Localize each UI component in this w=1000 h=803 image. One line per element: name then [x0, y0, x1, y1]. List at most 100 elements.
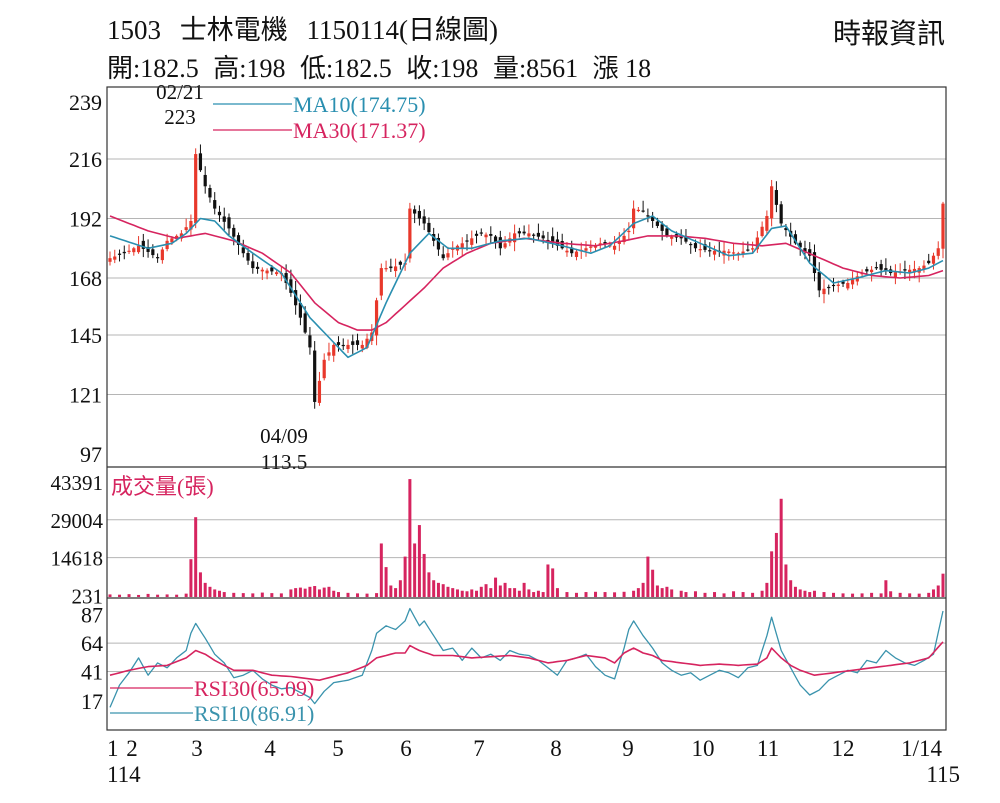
candle	[346, 339, 350, 353]
candle	[127, 244, 131, 255]
volume-bar	[879, 593, 883, 597]
volume-bar	[760, 590, 764, 597]
volume-bar	[189, 559, 193, 597]
candle-body	[465, 240, 469, 242]
x-tick-label: 11	[757, 736, 779, 761]
candle	[884, 258, 888, 275]
volume-bar	[822, 592, 826, 597]
candle	[598, 237, 602, 249]
x-year-label: 115	[926, 762, 960, 787]
candle-body	[831, 284, 836, 287]
volume-bar	[770, 551, 774, 597]
volume-bar	[394, 588, 398, 597]
volume-bar	[241, 593, 245, 597]
volume-bar	[898, 592, 902, 597]
volume-bar	[203, 582, 207, 597]
volume-bar	[684, 592, 688, 597]
candle	[446, 246, 450, 261]
volume-bar	[803, 590, 807, 597]
volume-bar	[303, 588, 307, 597]
candle	[184, 218, 188, 233]
volume-bar	[703, 592, 707, 597]
candle	[927, 253, 931, 265]
candle-body	[903, 269, 907, 271]
candle-body	[731, 252, 736, 254]
candle	[632, 200, 636, 235]
volume-bar	[427, 572, 431, 597]
candle-body	[170, 238, 174, 243]
candle	[313, 341, 317, 409]
candle-body	[708, 250, 712, 252]
volume-bar	[470, 589, 474, 597]
candle	[808, 242, 812, 262]
candle-body	[422, 216, 426, 224]
candle-body	[841, 281, 845, 284]
candle-body	[879, 264, 883, 270]
chart-title: 1503 士林電機 1150114(日線圖)	[107, 8, 510, 47]
candle-body	[793, 234, 798, 244]
volume-bar	[403, 556, 407, 597]
volume-bar	[517, 590, 521, 597]
candle	[132, 246, 136, 256]
candle-body	[622, 235, 626, 243]
volume-bar	[298, 587, 302, 597]
x-tick-label: 5	[332, 736, 344, 761]
candle-body	[784, 228, 788, 231]
volume-bar	[137, 594, 141, 597]
volume-bar	[175, 594, 179, 597]
volume-bar	[503, 582, 507, 597]
candle	[265, 268, 269, 280]
volume-tick-label: 14618	[51, 547, 104, 571]
candle-body	[151, 249, 155, 256]
price-tick-label: 145	[69, 323, 102, 348]
volume-bar	[713, 592, 717, 597]
ohlc-summary: 開:182.5 高:198 低:182.5 收:198 量:8561 漲 18	[107, 48, 659, 85]
candle-body	[136, 245, 141, 253]
volume-bar	[198, 572, 202, 597]
candle-body	[798, 242, 802, 248]
candle-body	[284, 273, 288, 283]
volume-bar	[532, 592, 536, 597]
volume-bar	[289, 589, 293, 597]
candle-body	[427, 222, 431, 233]
volume-bar	[332, 590, 336, 597]
rsi30-legend-label: RSI30(65.09)	[194, 676, 314, 701]
volume-bar	[798, 589, 802, 597]
volume-series	[108, 479, 945, 597]
volume-bar	[232, 592, 236, 597]
candle-body	[489, 233, 493, 236]
candle-body	[522, 231, 526, 234]
volume-bar	[498, 585, 502, 597]
candle	[384, 260, 388, 272]
volume-bar	[465, 591, 469, 597]
volume-bar	[346, 592, 350, 597]
candle-body	[332, 344, 336, 356]
candle	[460, 237, 464, 256]
volume-bar	[870, 592, 874, 597]
volume-bar	[665, 586, 669, 597]
volume-bar	[308, 586, 312, 597]
candle	[241, 239, 245, 258]
volume-bar	[475, 590, 479, 597]
volume-bar	[536, 590, 540, 597]
candle-body	[336, 342, 341, 345]
candle-body	[689, 243, 693, 246]
candle-body	[360, 344, 364, 349]
volume-bar	[217, 590, 221, 597]
candle	[941, 201, 945, 259]
volume-bar	[260, 592, 264, 597]
x-tick-label: 9	[622, 736, 634, 761]
candle	[117, 249, 122, 262]
volume-bar	[732, 591, 736, 597]
volume-bar	[779, 498, 783, 597]
candle-body	[222, 216, 226, 222]
candle	[355, 333, 360, 351]
candle-body	[346, 344, 350, 350]
close-value: 收:198	[406, 54, 479, 83]
candle	[374, 297, 379, 346]
volume-bar	[294, 588, 298, 597]
candle-body	[322, 359, 326, 379]
candle	[308, 327, 312, 355]
candle	[484, 232, 488, 246]
candle-body	[822, 288, 826, 295]
